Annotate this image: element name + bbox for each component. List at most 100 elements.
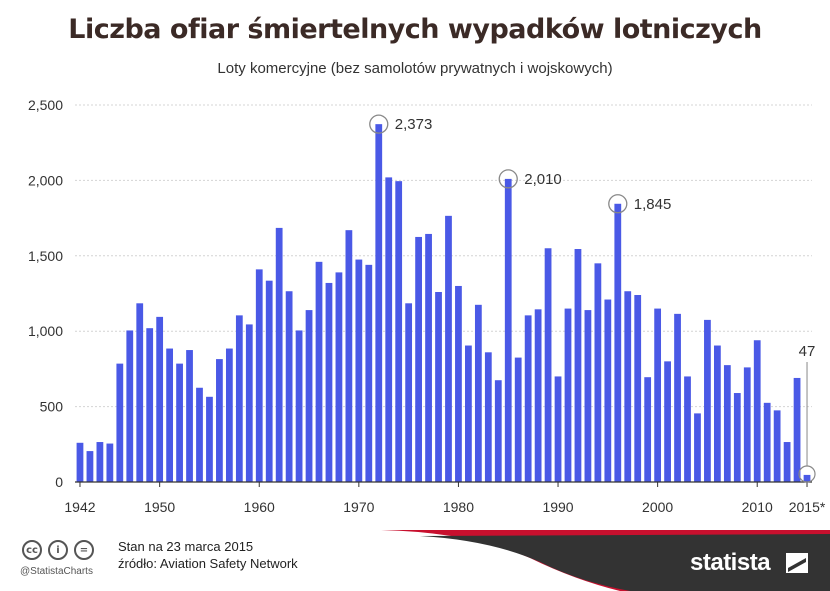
chart-title: Liczba ofiar śmiertelnych wypadków lotni…	[68, 14, 762, 45]
footer-notes: Stan na 23 marca 2015 źródło: Aviation S…	[118, 538, 298, 572]
annotation-label: 1,845	[634, 196, 672, 213]
bar-1961	[265, 280, 273, 482]
nd-icon: =	[74, 540, 94, 560]
statista-logo-text[interactable]: statista	[690, 549, 771, 576]
bar-1953	[186, 350, 193, 482]
annotation-label: 2,373	[395, 116, 433, 133]
bar-1954	[196, 387, 203, 482]
bar-1973	[385, 177, 393, 482]
bar-1997	[624, 291, 632, 482]
bar-1957	[225, 348, 233, 482]
bar-1966	[315, 261, 323, 482]
bar-1956	[216, 359, 223, 482]
bar-1979	[445, 215, 452, 482]
chart-subtitle: Loty komercyjne (bez samolotów prywatnyc…	[217, 60, 613, 77]
y-tick-label: 2,000	[28, 172, 63, 188]
y-tick-label: 1,500	[28, 248, 63, 264]
bar-1947	[126, 330, 134, 482]
bar-2013	[783, 442, 791, 482]
bar-2007	[723, 365, 731, 482]
x-tick-label: 1980	[443, 499, 474, 515]
bar-1975	[405, 303, 413, 482]
x-tick-label: 2000	[642, 499, 673, 515]
annotation-circle	[369, 114, 389, 134]
bar-1944	[96, 442, 104, 482]
y-tick-label: 1,000	[28, 323, 63, 339]
social-handle[interactable]: @StatistaCharts	[20, 566, 93, 577]
bar-1977	[425, 233, 432, 482]
by-icon: i	[48, 540, 68, 560]
bar-1994	[594, 263, 602, 482]
annotation-circle	[498, 169, 518, 189]
bar-2008	[733, 393, 741, 482]
bar-1964	[295, 330, 303, 482]
bar-1970	[355, 259, 363, 482]
bar-1971	[365, 264, 373, 482]
bar-1943	[86, 451, 94, 482]
bar-1965	[305, 310, 313, 482]
bar-2009	[743, 367, 751, 482]
bar-2000	[654, 308, 662, 482]
bar-1998	[634, 295, 642, 482]
annotation-label: 47	[799, 343, 816, 360]
bar-1959	[245, 324, 253, 482]
bar-1951	[166, 348, 174, 482]
bar-2003	[684, 376, 691, 482]
bar-1972	[375, 124, 383, 482]
bar-1950	[156, 316, 164, 482]
bar-1978	[435, 291, 442, 482]
source-note: źródło: Aviation Safety Network	[118, 556, 298, 571]
bar-1986	[514, 357, 522, 482]
bar-1999	[644, 377, 652, 482]
cc-icon: cc	[22, 540, 42, 560]
bar-1948	[136, 303, 144, 482]
bar-1949	[146, 328, 154, 482]
bar-1991	[564, 308, 572, 482]
footer-band	[0, 530, 830, 591]
bar-1968	[335, 272, 343, 482]
bar-1989	[544, 248, 552, 482]
x-tick-label: 2015*	[789, 499, 826, 515]
bar-1982	[474, 304, 482, 482]
bar-1984	[494, 380, 502, 482]
bar-1993	[584, 310, 592, 482]
x-tick-label: 1942	[64, 499, 95, 515]
bar-chart: 0 500 1,000 1,500 2,000 2,500 1942 1950 1960 1970…	[28, 97, 826, 515]
bar-1963	[285, 291, 293, 482]
date-note: Stan na 23 marca 2015	[118, 539, 254, 554]
bar-1962	[275, 227, 283, 482]
bar-1942	[76, 442, 84, 482]
bar-1981	[465, 345, 472, 482]
bar-1955	[206, 396, 213, 482]
bar-2004	[694, 413, 701, 482]
bar-1980	[455, 285, 462, 482]
bar-1952	[176, 363, 183, 482]
bar-2015	[803, 474, 811, 482]
statista-logo-icon	[786, 553, 808, 573]
x-tick-label: 1960	[244, 499, 275, 515]
x-tick-label: 1950	[144, 499, 175, 515]
x-tick-label: 1990	[542, 499, 573, 515]
bar-1945	[106, 443, 114, 482]
license-icons: cc i =	[22, 540, 94, 560]
bar-1987	[524, 315, 532, 482]
bar-1960	[255, 269, 263, 482]
bar-1990	[554, 376, 562, 482]
y-tick-label: 2,500	[28, 97, 63, 113]
bar-2010	[753, 340, 761, 482]
bar-1976	[415, 236, 422, 482]
bar-1974	[395, 181, 403, 483]
annotation-label: 2,010	[524, 171, 562, 188]
bar-1946	[116, 363, 124, 482]
bar-2001	[664, 361, 671, 482]
bar-1985	[504, 178, 512, 482]
bar-2011	[763, 402, 771, 482]
bar-1967	[325, 282, 333, 482]
bar-2006	[713, 345, 721, 482]
bar-2014	[793, 377, 801, 482]
y-tick-label: 0	[55, 474, 63, 490]
bar-1988	[534, 309, 542, 482]
bar-1958	[235, 315, 243, 482]
x-tick-label: 2010	[742, 499, 773, 515]
bar-1995	[604, 299, 612, 482]
